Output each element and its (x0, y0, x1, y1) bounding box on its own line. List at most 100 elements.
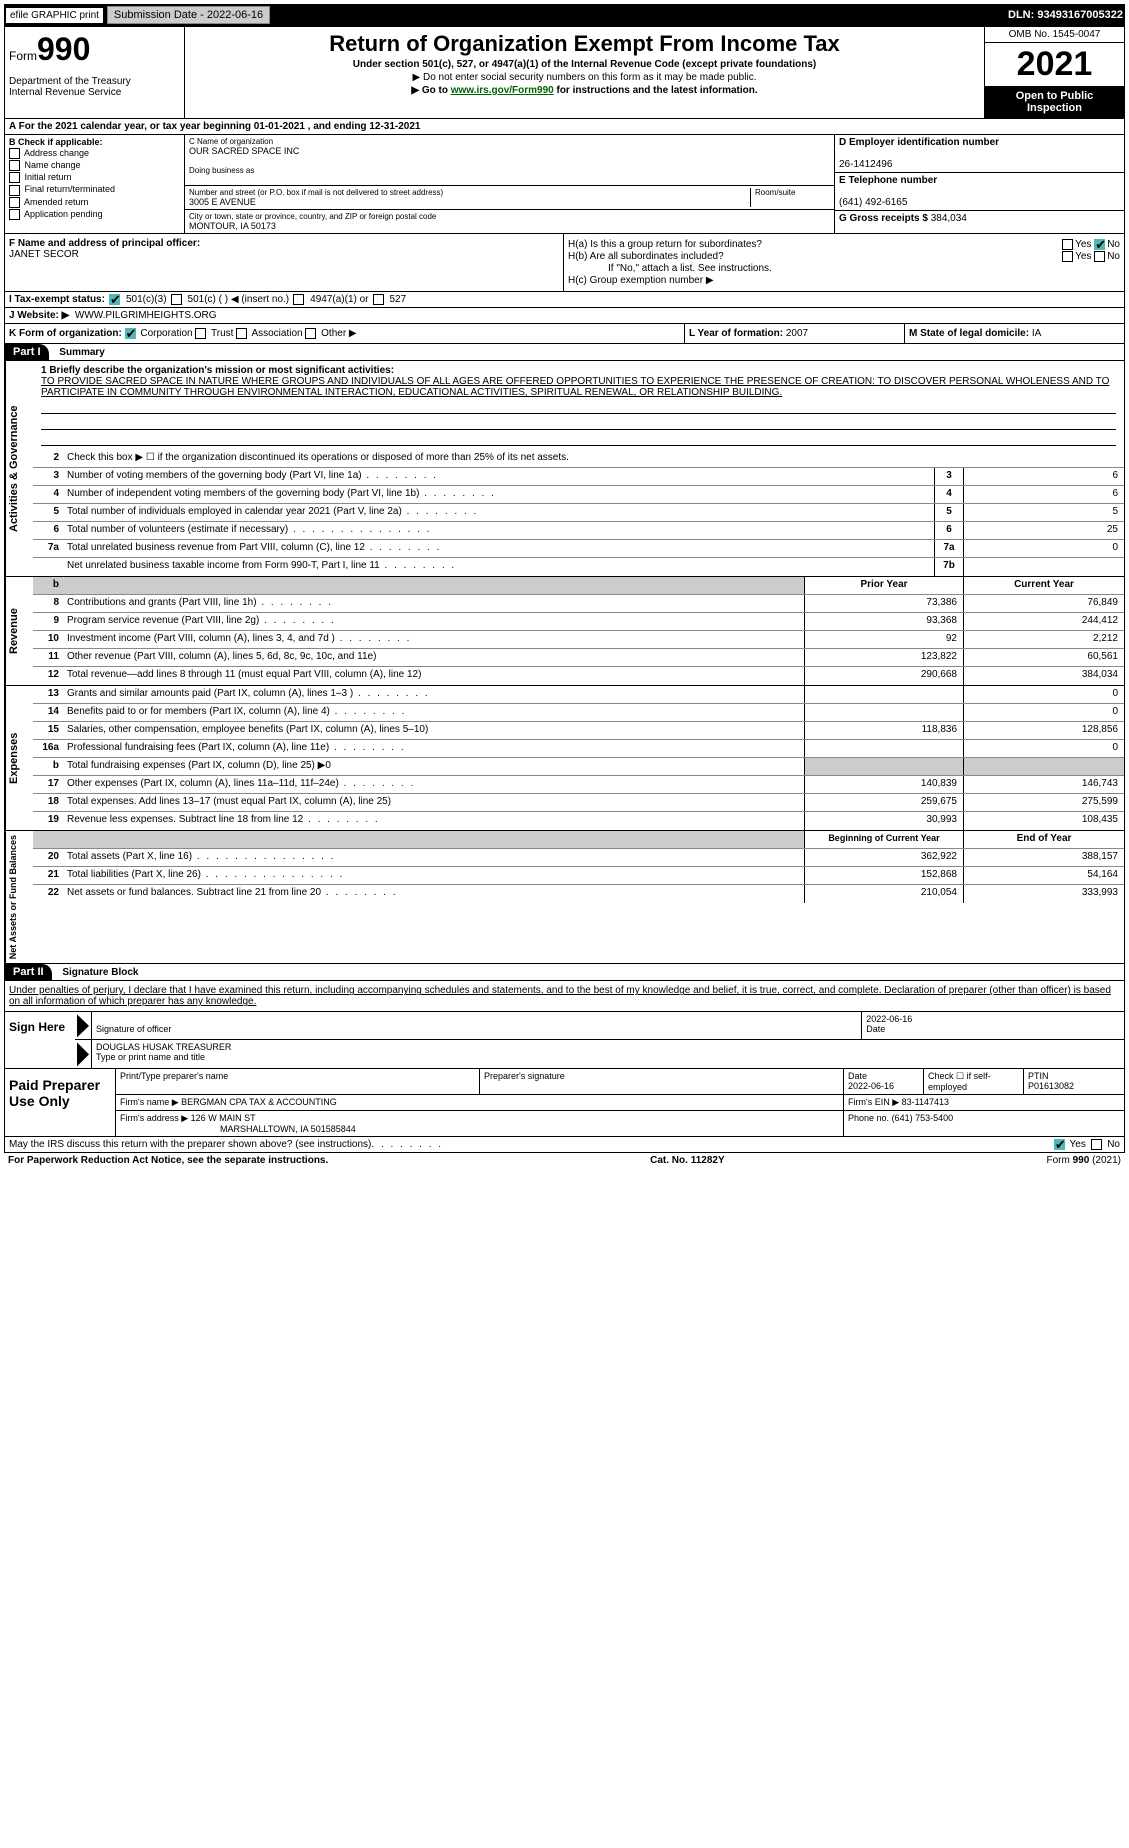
501c3-checkbox[interactable] (109, 294, 120, 305)
line11-prior: 123,822 (804, 649, 964, 666)
line3-value: 6 (964, 468, 1124, 485)
line15-prior: 118,836 (804, 722, 964, 739)
line20-prior: 362,922 (804, 849, 964, 866)
info-block: B Check if applicable: Address change Na… (4, 135, 1125, 234)
corporation-checkbox[interactable] (125, 328, 136, 339)
form-header: Form990 Department of the Treasury Inter… (4, 26, 1125, 119)
section-b: B Check if applicable: Address change Na… (5, 135, 185, 233)
efile-label: efile GRAPHIC print (6, 8, 103, 23)
line17-prior: 140,839 (804, 776, 964, 793)
state-domicile: IA (1032, 328, 1041, 339)
ptin: P01613082 (1028, 1081, 1074, 1091)
part-i-header: Part I (5, 344, 49, 360)
501c-checkbox[interactable] (171, 294, 182, 305)
line11-current: 60,561 (964, 649, 1124, 666)
4947-checkbox[interactable] (293, 294, 304, 305)
group-return-yes[interactable] (1062, 239, 1073, 250)
amended-return-checkbox[interactable] (9, 197, 20, 208)
form-subtitle: Under section 501(c), 527, or 4947(a)(1)… (189, 59, 980, 70)
line5-value: 5 (964, 504, 1124, 521)
line14-current: 0 (964, 704, 1124, 721)
officer-name: DOUGLAS HUSAK TREASURER (96, 1042, 231, 1052)
line7a-value: 0 (964, 540, 1124, 557)
initial-return-checkbox[interactable] (9, 172, 20, 183)
line8-current: 76,849 (964, 595, 1124, 612)
arrow-icon (77, 1042, 89, 1066)
omb-number: OMB No. 1545-0047 (985, 27, 1124, 43)
line22-prior: 210,054 (804, 885, 964, 903)
discuss-no-checkbox[interactable] (1091, 1139, 1102, 1150)
top-bar: efile GRAPHIC print Submission Date - 20… (4, 4, 1125, 26)
name-change-checkbox[interactable] (9, 160, 20, 171)
final-return-checkbox[interactable] (9, 185, 20, 196)
line21-prior: 152,868 (804, 867, 964, 884)
part-ii-header: Part II (5, 964, 52, 980)
dept-label: Department of the Treasury Internal Reve… (9, 76, 180, 98)
association-checkbox[interactable] (236, 328, 247, 339)
discuss-yes-checkbox[interactable] (1054, 1139, 1065, 1150)
form-title: Return of Organization Exempt From Incom… (189, 31, 980, 57)
application-pending-checkbox[interactable] (9, 209, 20, 220)
trust-checkbox[interactable] (195, 328, 206, 339)
line13-current: 0 (964, 686, 1124, 703)
address-change-checkbox[interactable] (9, 148, 20, 159)
line17-current: 146,743 (964, 776, 1124, 793)
instructions-link: ▶ Go to www.irs.gov/Form990 for instruct… (189, 85, 980, 96)
activities-governance-section: Activities & Governance 1 Briefly descri… (4, 361, 1125, 577)
firm-ein: 83-1147413 (902, 1097, 949, 1107)
line16a-prior (804, 740, 964, 757)
subs-included-yes[interactable] (1062, 251, 1073, 262)
form-label: Form (9, 49, 37, 63)
line15-current: 128,856 (964, 722, 1124, 739)
line18-current: 275,599 (964, 794, 1124, 811)
form-number: 990 (37, 31, 90, 67)
line20-current: 388,157 (964, 849, 1124, 866)
firm-address: 126 W MAIN ST (191, 1113, 256, 1123)
officer-group-block: F Name and address of principal officer:… (4, 234, 1125, 292)
irs-link[interactable]: www.irs.gov/Form990 (451, 85, 554, 96)
line13-prior (804, 686, 964, 703)
line10-current: 2,212 (964, 631, 1124, 648)
line21-current: 54,164 (964, 867, 1124, 884)
tax-year: 2021 (985, 43, 1124, 86)
ein: 26-1412496 (839, 159, 892, 170)
line16a-current: 0 (964, 740, 1124, 757)
signature-block: Under penalties of perjury, I declare th… (4, 981, 1125, 1069)
sig-date: 2022-06-16 (866, 1014, 912, 1024)
line7b-value (964, 558, 1124, 576)
line12-current: 384,034 (964, 667, 1124, 685)
line12-prior: 290,668 (804, 667, 964, 685)
527-checkbox[interactable] (373, 294, 384, 305)
line22-current: 333,993 (964, 885, 1124, 903)
section-j: J Website: ▶ WWW.PILGRIMHEIGHTS.ORG (4, 308, 1125, 324)
discuss-row: May the IRS discuss this return with the… (4, 1137, 1125, 1153)
ssn-note: ▶ Do not enter social security numbers o… (189, 72, 980, 83)
line18-prior: 259,675 (804, 794, 964, 811)
gross-receipts: 384,034 (931, 213, 967, 224)
submission-date-button[interactable]: Submission Date - 2022-06-16 (107, 6, 270, 24)
open-to-public: Open to Public Inspection (985, 86, 1124, 118)
year-formation: 2007 (786, 328, 808, 339)
dln-label: DLN: 93493167005322 (1008, 9, 1123, 21)
firm-phone: (641) 753-5400 (892, 1113, 954, 1123)
line19-prior: 30,993 (804, 812, 964, 830)
principal-officer: JANET SECOR (9, 249, 79, 260)
city-state-zip: MONTOUR, IA 50173 (189, 221, 830, 231)
mission-text: TO PROVIDE SACRED SPACE IN NATURE WHERE … (41, 376, 1109, 398)
line9-prior: 93,368 (804, 613, 964, 630)
section-c: C Name of organization OUR SACRED SPACE … (185, 135, 834, 233)
section-a: A For the 2021 calendar year, or tax yea… (4, 119, 1125, 135)
line14-prior (804, 704, 964, 721)
line9-current: 244,412 (964, 613, 1124, 630)
expenses-section: Expenses 13Grants and similar amounts pa… (4, 686, 1125, 831)
line4-value: 6 (964, 486, 1124, 503)
line19-current: 108,435 (964, 812, 1124, 830)
subs-included-no[interactable] (1094, 251, 1105, 262)
revenue-section: Revenue bPrior YearCurrent Year 8Contrib… (4, 577, 1125, 686)
group-return-no[interactable] (1094, 239, 1105, 250)
section-i: I Tax-exempt status: 501(c)(3) 501(c) ( … (4, 292, 1125, 308)
org-name: OUR SACRED SPACE INC (189, 146, 830, 156)
line8-prior: 73,386 (804, 595, 964, 612)
other-checkbox[interactable] (305, 328, 316, 339)
arrow-icon (77, 1014, 89, 1037)
